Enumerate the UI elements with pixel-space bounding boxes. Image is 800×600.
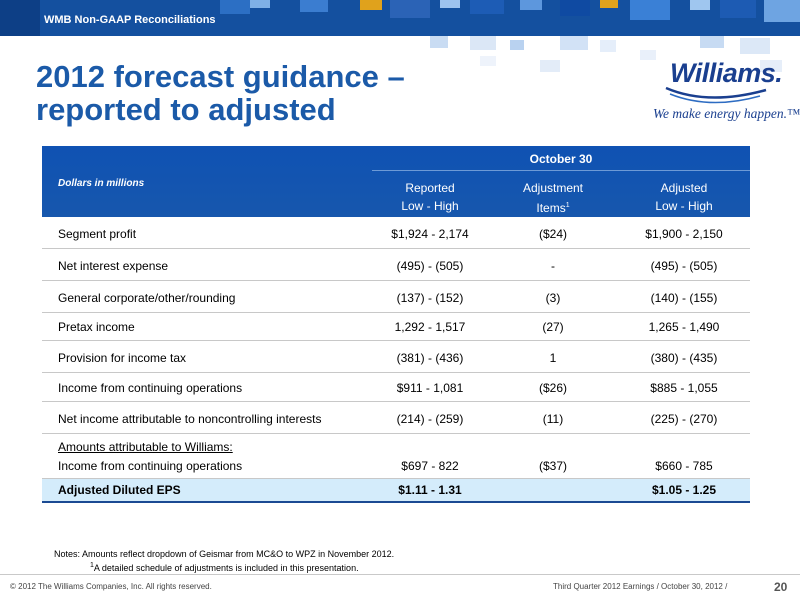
cell-reported: (137) - (152) [396, 291, 464, 305]
cell-adjusted: $1.05 - 1.25 [651, 483, 717, 497]
footnote-marker: 1 [565, 202, 570, 209]
cell-adjusted: (495) - (505) [650, 259, 718, 273]
note-line-1: Notes: Amounts reflect dropdown of Geism… [54, 549, 395, 559]
page-number: 20 [774, 580, 788, 594]
col-header-adjusted: Adjusted Low - High [618, 179, 750, 215]
cell-adjusted: $885 - 1,055 [650, 381, 718, 395]
row-label: Provision for income tax [58, 351, 187, 365]
title-line-2: reported to adjusted [36, 92, 336, 127]
section-label: WMB Non-GAAP Reconciliations [44, 14, 216, 26]
row-label: Segment profit [58, 227, 137, 241]
units-label: Dollars in millions [58, 178, 145, 189]
col-reported-line2: Low - High [401, 199, 459, 213]
cell-reported: (214) - (259) [396, 412, 464, 426]
cell-reported: $697 - 822 [401, 459, 459, 473]
note-line-2-text: A detailed schedule of adjustments is in… [93, 563, 359, 573]
col-adjustment-items: Items [536, 201, 566, 215]
cell-adjusted: (380) - (435) [650, 351, 718, 365]
footnotes: Notes: Amounts reflect dropdown of Geism… [54, 548, 394, 574]
williams-logo: Williams. We make energy happen.™ [648, 54, 800, 124]
cell-adjustment: ($24) [538, 227, 567, 241]
mosaic-tile [540, 60, 560, 72]
col-adjusted-line2: Low - High [655, 199, 713, 213]
cell-reported: 1,292 - 1,517 [394, 320, 466, 334]
cell-reported: (381) - (436) [396, 351, 464, 365]
cell-adjustment: ($37) [538, 459, 567, 473]
mosaic-tile [480, 56, 496, 66]
table-row: Net income attributable to noncontrollin… [42, 402, 750, 434]
cell-reported: $911 - 1,081 [396, 381, 464, 395]
mosaic-tile [700, 36, 724, 48]
row-label: General corporate/other/rounding [58, 291, 236, 305]
footer-event: Third Quarter 2012 Earnings / October 30… [553, 582, 728, 591]
header-divider [372, 170, 750, 171]
col-header-adjustment: Adjustment Items1 [488, 179, 618, 217]
row-label: Net income attributable to noncontrollin… [58, 412, 322, 426]
row-label: Pretax income [58, 320, 135, 334]
table-row: Segment profit $1,924 - 2,174 ($24) $1,9… [42, 217, 750, 249]
cell-adjustment: (3) [545, 291, 561, 305]
table-header: Dollars in millions October 30 Reported … [42, 146, 750, 217]
cell-adjustment: (27) [542, 320, 564, 334]
mosaic-tile [600, 40, 616, 52]
cell-reported: $1,924 - 2,174 [391, 227, 469, 241]
mosaic-tile [740, 38, 770, 54]
note-footnote-marker: 1 [90, 562, 94, 569]
table-row: Provision for income tax (381) - (436) 1… [42, 341, 750, 373]
logo-swoosh-icon [665, 86, 767, 104]
mosaic-tile [430, 36, 448, 48]
row-label: Income from continuing operations [58, 459, 243, 473]
row-label: Net interest expense [58, 259, 169, 273]
footer-divider [0, 574, 800, 575]
mosaic-tile [470, 36, 496, 50]
note-line-2: 1A detailed schedule of adjustments is i… [54, 560, 394, 574]
table-row-eps: Adjusted Diluted EPS $1.11 - 1.31 $1.05 … [42, 479, 750, 501]
cell-adjusted: $1,900 - 2,150 [645, 227, 723, 241]
table-row: General corporate/other/rounding (137) -… [42, 281, 750, 313]
cell-adjustment: ($26) [538, 381, 567, 395]
logo-wordmark: Williams. [670, 58, 783, 88]
row-label: Income from continuing operations [58, 381, 243, 395]
period-header: October 30 [529, 152, 593, 166]
cell-reported: $1.11 - 1.31 [398, 483, 462, 497]
col-adjusted-line1: Adjusted [660, 181, 708, 195]
table-bottom-rule [42, 501, 750, 503]
cell-adjusted: $660 - 785 [655, 459, 713, 473]
cell-adjustment: 1 [549, 351, 557, 365]
williams-subheading: Amounts attributable to Williams: [58, 440, 233, 454]
mosaic-tile [510, 40, 524, 50]
footer-copyright: © 2012 The Williams Companies, Inc. All … [10, 582, 212, 591]
col-adjustment-line2: Items1 [488, 197, 618, 217]
col-reported-line1: Reported [405, 181, 455, 195]
cell-reported: (495) - (505) [396, 259, 464, 273]
page-title: 2012 forecast guidance – reported to adj… [36, 60, 456, 126]
cell-adjusted: (225) - (270) [650, 412, 718, 426]
col-header-reported: Reported Low - High [372, 179, 488, 215]
cell-adjustment: - [551, 259, 555, 273]
table-row-williams: Amounts attributable to Williams: Income… [42, 434, 750, 479]
table-row: Income from continuing operations $911 -… [42, 373, 750, 402]
title-line-1: 2012 forecast guidance – [36, 59, 405, 94]
logo-tagline: We make energy happen.™ [653, 106, 800, 121]
guidance-table: Dollars in millions October 30 Reported … [42, 146, 750, 503]
mosaic-tile [560, 36, 588, 50]
table-row: Pretax income 1,292 - 1,517 (27) 1,265 -… [42, 313, 750, 341]
row-label: Adjusted Diluted EPS [58, 483, 181, 497]
cell-adjusted: (140) - (155) [650, 291, 718, 305]
cell-adjusted: 1,265 - 1,490 [648, 320, 720, 334]
table-body: Segment profit $1,924 - 2,174 ($24) $1,9… [42, 217, 750, 503]
col-adjustment-line1: Adjustment [522, 181, 584, 195]
cell-adjustment: (11) [542, 412, 564, 426]
table-row: Net interest expense (495) - (505) - (49… [42, 249, 750, 281]
